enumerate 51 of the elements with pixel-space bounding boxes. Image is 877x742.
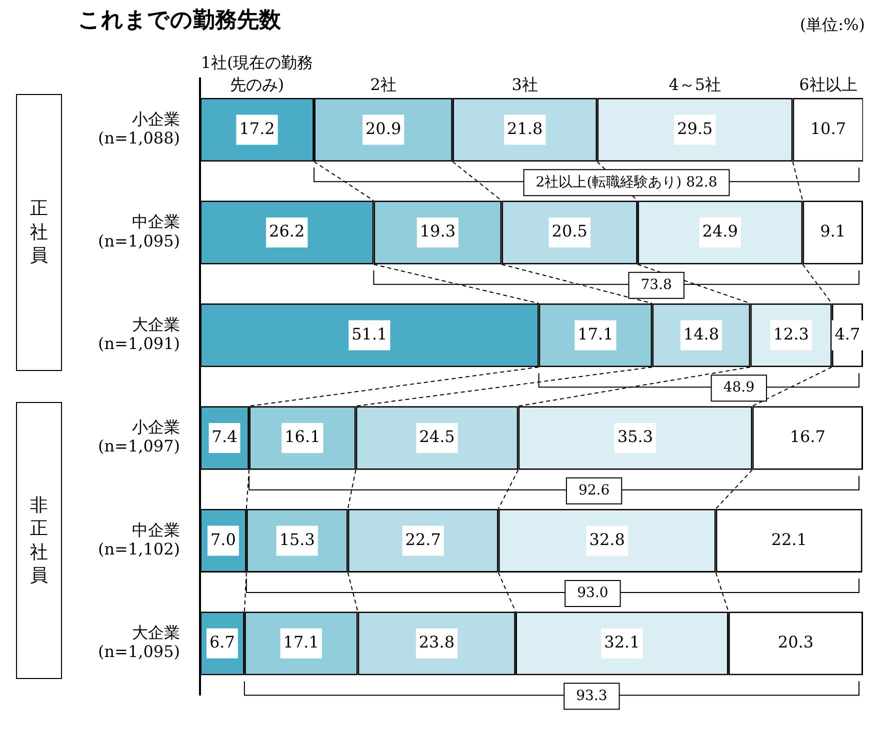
annotation: 2社以上(転職経験あり) 82.8 — [536, 174, 718, 190]
data-label: 51.1 — [352, 324, 388, 344]
y-tick-label: 中企業 (n=1,095) — [98, 212, 180, 250]
data-label: 24.9 — [702, 222, 738, 241]
data-label: 10.7 — [810, 118, 846, 138]
annotation: 92.6 — [578, 482, 610, 498]
data-label: 17.1 — [578, 324, 614, 344]
data-label: 20.3 — [778, 632, 814, 652]
data-label: 22.7 — [405, 530, 441, 549]
data-label: 35.3 — [617, 427, 654, 446]
data-label: 19.3 — [420, 222, 456, 241]
data-label: 24.5 — [419, 427, 455, 446]
series-label: 3社 — [512, 74, 538, 94]
data-label: 16.1 — [284, 427, 320, 446]
group-frame: 正社員 — [16, 94, 62, 372]
series-label: 6社以上 — [799, 74, 858, 94]
data-label: 7.4 — [212, 427, 238, 446]
data-label: 22.1 — [771, 530, 807, 549]
series-label: 4～5社 — [668, 74, 722, 94]
data-label: 12.3 — [773, 324, 809, 344]
annotation: 73.8 — [640, 276, 672, 293]
data-label: 29.5 — [677, 118, 713, 138]
data-label: 20.5 — [552, 222, 588, 241]
data-label: 6.7 — [209, 632, 235, 652]
data-label: 17.1 — [283, 632, 319, 652]
annotation: 93.3 — [576, 688, 608, 704]
data-label: 26.2 — [269, 222, 305, 241]
y-tick-label: 小企業 (n=1,097) — [98, 418, 180, 456]
data-label: 32.1 — [604, 632, 640, 652]
data-label: 20.9 — [366, 118, 402, 138]
data-label: 32.8 — [589, 530, 625, 549]
data-label: 17.2 — [239, 118, 275, 138]
data-label: 16.7 — [790, 427, 826, 446]
data-label: 14.8 — [683, 324, 720, 344]
data-label: 7.0 — [210, 530, 236, 549]
group-frame: 非正社員 — [16, 402, 62, 680]
series-label: 2社 — [370, 74, 396, 94]
y-tick-label: 中企業 (n=1,102) — [98, 520, 180, 558]
text: (単位:%) — [800, 15, 865, 34]
y-tick-label: 大企業 (n=1,095) — [98, 622, 180, 662]
data-label: 23.8 — [418, 632, 455, 652]
annotation: 93.0 — [577, 585, 608, 602]
data-label: 15.3 — [279, 530, 315, 549]
chart-title: これまでの勤務先数 — [78, 6, 282, 33]
series-label: 1社(現在の勤務先のみ) — [200, 52, 314, 94]
data-label: 9.1 — [820, 222, 846, 241]
data-label: 4.7 — [834, 324, 860, 344]
y-tick-label: 小企業 (n=1,088) — [98, 109, 180, 148]
annotation: 48.9 — [723, 380, 754, 396]
y-tick-label: 大企業 (n=1,091) — [98, 314, 180, 353]
data-label: 21.8 — [507, 118, 543, 138]
